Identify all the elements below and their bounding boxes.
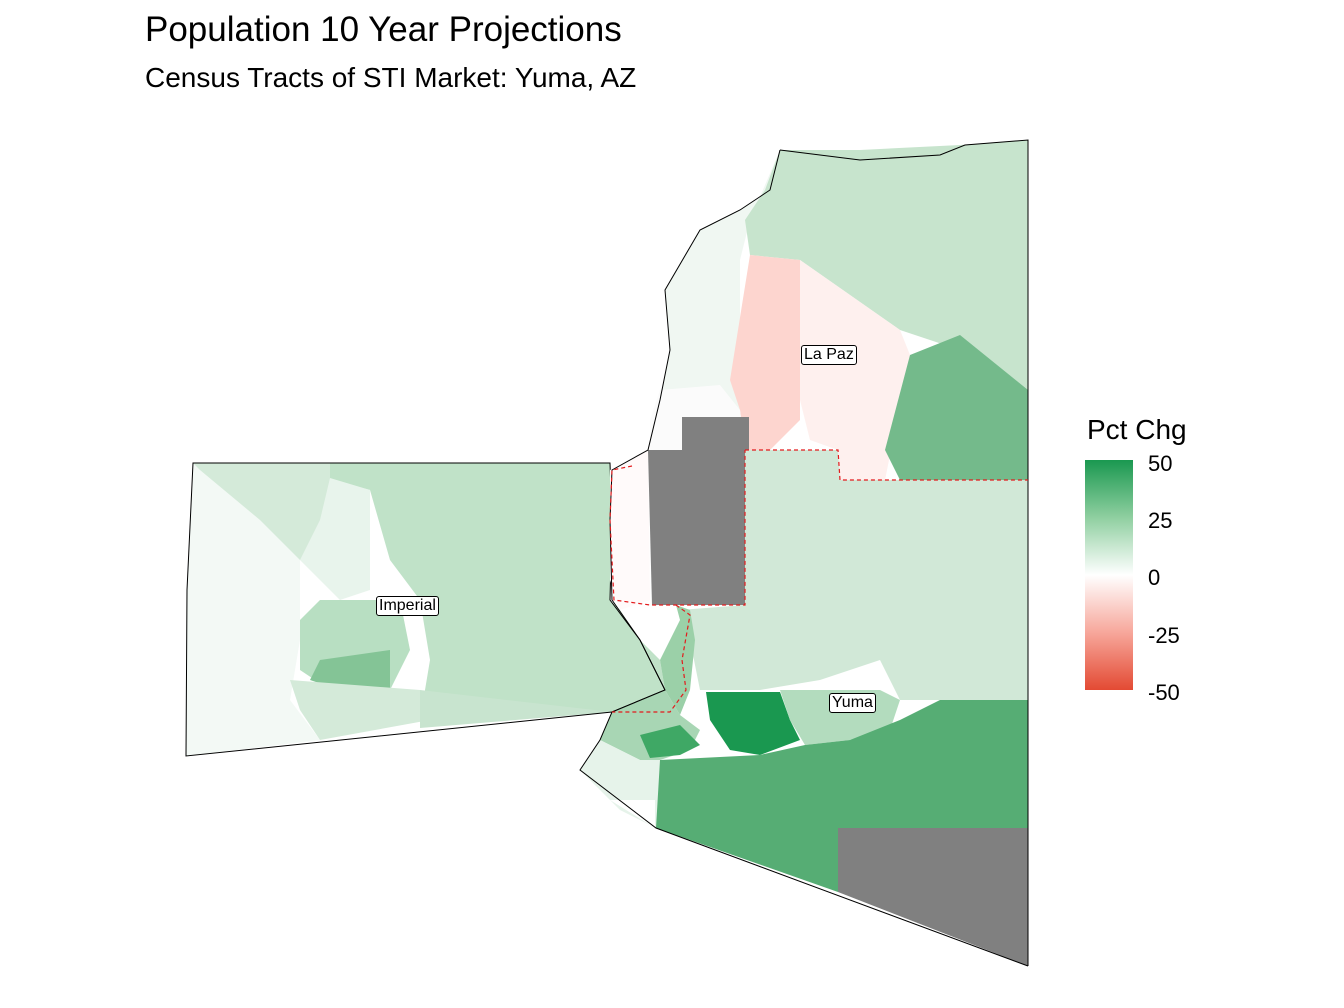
tract-yuma-city <box>640 725 700 758</box>
tract-imperial-north-strip <box>300 478 370 600</box>
map-title: Population 10 Year Projections <box>145 10 622 49</box>
legend-tick-0: 0 <box>1148 565 1161 590</box>
tract-missing-central <box>648 450 745 605</box>
tract-imperial-northwest <box>193 463 420 560</box>
east-boundary <box>779 139 1029 966</box>
legend-tick-50: 50 <box>1148 451 1173 476</box>
tract-la-paz-river <box>660 150 780 440</box>
tract-missing-north <box>682 417 749 450</box>
tract-missing-south <box>838 828 1028 966</box>
market-boundary <box>745 449 1028 481</box>
tract-la-paz-quartzsite <box>730 255 800 450</box>
tract-yuma-river <box>660 605 695 715</box>
tract-san-luis <box>610 800 655 828</box>
tract-yuma-foothills <box>706 692 800 755</box>
county-label-imperial: Imperial <box>376 596 439 616</box>
imperial-county-tracts <box>185 462 666 757</box>
map-subtitle: Census Tracts of STI Market: Yuma, AZ <box>145 62 637 93</box>
tract-imperial-southeast <box>420 690 612 728</box>
market-boundary-south <box>612 604 691 713</box>
yuma-county-tracts <box>580 450 1028 966</box>
legend-tick-neg25: -25 <box>1148 623 1180 648</box>
tract-imperial-south <box>290 680 430 740</box>
legend-color-bar <box>1085 460 1133 690</box>
tract-la-paz-east <box>885 335 1028 480</box>
tract-la-paz-central <box>800 260 910 480</box>
market-boundary-west <box>609 450 746 606</box>
tract-imperial-main <box>330 463 665 720</box>
tract-el-centro <box>310 650 390 690</box>
legend-tick-neg50: -50 <box>1148 680 1180 705</box>
tract-yuma-main <box>680 450 1028 700</box>
tract-la-paz-north <box>745 140 1028 390</box>
legend-tick-25: 25 <box>1148 508 1173 533</box>
tract-yuma-south <box>656 700 1028 892</box>
county-label-yuma: Yuma <box>829 693 876 713</box>
la-paz-county-tracts <box>650 140 1028 480</box>
county-label-la-paz: La Paz <box>801 345 857 365</box>
tract-blythe <box>610 450 650 610</box>
legend-title: Pct Chg <box>1087 414 1187 445</box>
